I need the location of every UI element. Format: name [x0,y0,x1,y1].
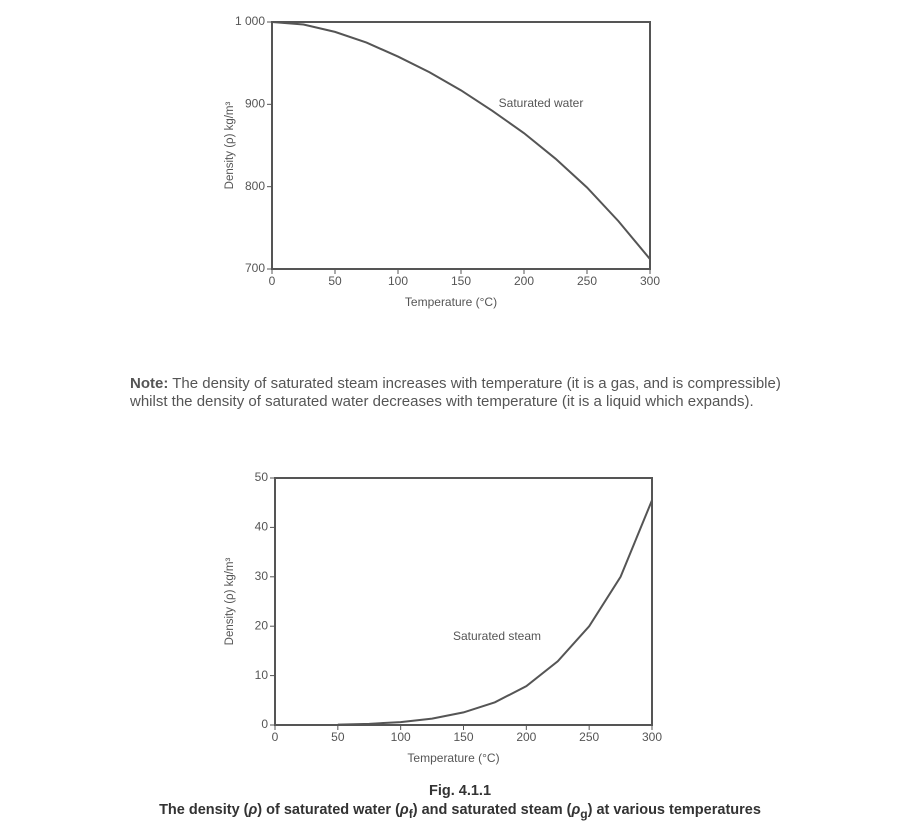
x-tick-label: 150 [453,730,473,744]
x-tick-label: 250 [579,730,599,744]
x-tick-label: 0 [272,730,279,744]
x-tick-label: 250 [577,274,597,288]
caption-part: f [408,806,413,821]
plot-frame [271,21,651,270]
y-tick-label: 700 [245,261,265,275]
data-line [271,21,651,260]
y-tick-label: 800 [245,179,265,193]
x-tick-label: 300 [640,274,660,288]
y-tick-label: 40 [255,520,269,534]
series-label: Saturated steam [453,629,541,643]
caption-part: ) at various temperatures [587,802,761,818]
data-line [337,499,653,726]
y-tick-label: 30 [255,569,269,583]
note-text: The density of saturated steam increases… [130,375,781,410]
y-axis-label: Density (ρ) kg/m³ [224,101,236,189]
y-tick-label: 50 [255,470,269,484]
figure-caption: The density (ρ) of saturated water (ρf) … [0,802,900,821]
y-tick-label: 10 [255,668,269,682]
x-tick-label: 300 [642,730,662,744]
caption-part: ρ [248,802,258,818]
y-axis-label: Density (ρ) kg/m³ [224,557,236,645]
y-tick-label: 20 [255,618,269,632]
x-axis-label: Temperature (°C) [405,295,497,309]
x-tick-label: 50 [331,730,345,744]
x-tick-label: 100 [391,730,411,744]
x-tick-label: 0 [269,274,276,288]
x-tick-label: 100 [388,274,408,288]
caption-part: ρ [571,802,581,818]
caption-part: ) of saturated water ( [257,802,400,818]
note: Note: The density of saturated steam inc… [130,375,810,411]
x-tick-label: 150 [451,274,471,288]
caption-part: g [580,806,588,821]
caption-part: The density ( [159,802,249,818]
caption-part: ρ [399,802,409,818]
x-tick-label: 200 [514,274,534,288]
y-tick-label: 900 [245,97,265,111]
series-label: Saturated water [499,96,584,110]
note-label: Note: [130,375,169,392]
y-tick-label: 1 000 [235,14,265,28]
caption-part: ) and saturated steam ( [412,802,572,818]
figure-number: Fig. 4.1.1 [428,783,492,799]
x-tick-label: 200 [516,730,536,744]
x-tick-label: 50 [328,274,342,288]
y-tick-label: 0 [261,717,268,731]
plot-frame [274,477,653,726]
x-axis-label: Temperature (°C) [407,751,499,765]
